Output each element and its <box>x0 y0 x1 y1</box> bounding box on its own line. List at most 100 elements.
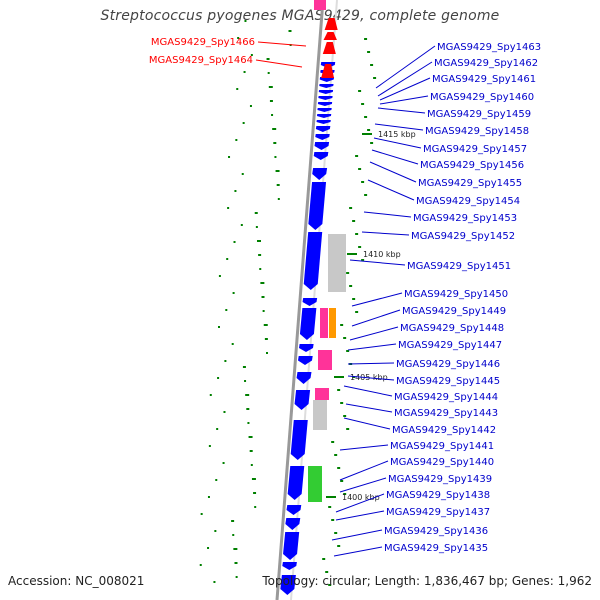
gc-dash-outer-584 <box>328 584 332 586</box>
gene-label-right-8: MGAS9429_Spy1456 <box>420 160 524 171</box>
gc-dash-outer-129 <box>367 129 371 131</box>
leader-line-right-1 <box>375 45 436 89</box>
reverse-gene-18 <box>302 298 318 306</box>
leader-line-right-19 <box>347 375 395 381</box>
forward-gene-1 <box>324 18 338 30</box>
leader-line-right-26 <box>335 493 385 513</box>
gc-dash-outer-545 <box>337 545 341 547</box>
gene-label-right-23: MGAS9429_Spy1441 <box>390 441 494 452</box>
gc-dot-496 <box>207 496 210 498</box>
accession-text: Accession: NC_008021 <box>8 574 145 588</box>
leader-line-right-22 <box>343 417 391 430</box>
gc-dash-outer-77 <box>373 77 377 79</box>
gc-dash-inner-32 <box>250 464 253 466</box>
gc-dot-309 <box>225 309 228 311</box>
leader-line-right-16 <box>349 326 399 341</box>
gene-label-right-16: MGAS9429_Spy1448 <box>400 323 504 334</box>
gc-dot-258 <box>226 258 229 260</box>
gc-dash-inner-21 <box>262 310 265 312</box>
leader-line-right-5 <box>377 107 426 114</box>
gc-dot-530 <box>214 530 217 532</box>
gene-label-right-9: MGAS9429_Spy1455 <box>418 178 522 189</box>
reverse-gene-4 <box>319 84 334 88</box>
scale-tick-label-1: 1415 kbp <box>378 130 416 139</box>
gc-dot-394 <box>209 394 212 396</box>
gc-dash-inner-34 <box>253 492 257 494</box>
gc-dash-inner-19 <box>260 282 265 284</box>
gc-dash-outer-233 <box>355 233 359 235</box>
leader-line-right-20 <box>343 385 393 397</box>
scale-tick-label-4: 1400 kbp <box>342 493 380 502</box>
gene-label-left-1: MGAS9429_Spy1466 <box>151 37 255 48</box>
gc-dash-outer-311 <box>355 311 359 313</box>
gc-dash-outer-337 <box>343 337 347 339</box>
gc-dot-190 <box>234 190 237 192</box>
gene-label-right-15: MGAS9429_Spy1449 <box>402 306 506 317</box>
gc-dot-275 <box>218 275 221 277</box>
gc-dash-inner-5 <box>268 86 273 88</box>
leader-line-right-9 <box>369 161 417 183</box>
gc-dash-outer-376 <box>352 376 356 378</box>
gc-dash-outer-350 <box>346 350 350 352</box>
gc-dot-20 <box>244 20 247 22</box>
gc-dash-outer-428 <box>346 428 350 430</box>
gc-dash-outer-51 <box>367 51 371 53</box>
gc-dash-outer-194 <box>364 194 368 196</box>
reverse-gene-16 <box>308 182 327 230</box>
leader-line-right-4 <box>379 95 429 105</box>
gc-dot-343 <box>231 343 234 345</box>
gc-dot-224 <box>240 224 243 226</box>
gene-label-right-11: MGAS9429_Spy1453 <box>413 213 517 224</box>
leader-line-right-29 <box>333 546 383 557</box>
genome-stats-text: Topology: circular; Length: 1,836,467 bp… <box>262 574 592 588</box>
gc-dot-547 <box>207 547 210 549</box>
gc-dot-54 <box>250 54 253 56</box>
rna-feature-1 <box>328 234 346 292</box>
gc-dash-outer-441 <box>331 441 335 443</box>
gc-dash-inner-36 <box>231 520 235 522</box>
green-feature-1 <box>308 466 322 502</box>
gc-dot-564 <box>199 564 202 566</box>
gc-dash-outer-103 <box>361 103 365 105</box>
gc-dash-outer-246 <box>358 246 362 248</box>
gc-dot-292 <box>232 292 235 294</box>
gc-dot-326 <box>217 326 220 328</box>
reverse-gene-28 <box>283 532 300 560</box>
feature-track <box>280 0 346 595</box>
gc-dash-inner-39 <box>234 562 238 564</box>
gene-label-right-18: MGAS9429_Spy1446 <box>396 359 500 370</box>
reverse-gene-14 <box>313 152 329 160</box>
gene-label-right-3: MGAS9429_Spy1461 <box>432 74 536 85</box>
leader-line-right-7 <box>373 137 422 149</box>
gc-dot-37 <box>237 37 240 39</box>
gc-dash-inner-40 <box>235 576 238 578</box>
gc-dot-156 <box>228 156 231 158</box>
reverse-gene-23 <box>294 390 311 410</box>
gc-dash-outer-506 <box>328 506 332 508</box>
gc-dash-outer-90 <box>358 90 362 92</box>
reverse-gene-17 <box>303 232 323 290</box>
gc-dash-inner-1 <box>288 30 292 32</box>
leader-line-right-11 <box>363 211 412 218</box>
leader-line-right-14 <box>351 292 403 307</box>
gc-dash-inner-30 <box>248 436 253 438</box>
gc-dash-outer-519 <box>331 519 335 521</box>
gc-dash-outer-324 <box>340 324 344 326</box>
gc-dot-411 <box>223 411 226 413</box>
gc-dash-inner-18 <box>259 268 262 270</box>
gc-dash-inner-33 <box>251 478 256 480</box>
reverse-gene-20 <box>299 344 314 352</box>
gene-label-right-19: MGAS9429_Spy1445 <box>396 376 500 387</box>
gc-dash-inner-31 <box>249 450 253 452</box>
reverse-gene-30 <box>280 575 296 595</box>
gene-label-right-4: MGAS9429_Spy1460 <box>430 92 534 103</box>
leader-line-right-23 <box>339 444 389 451</box>
gc-dash-inner-25 <box>242 366 246 368</box>
gc-dash-outer-181 <box>361 181 365 183</box>
gc-dash-inner-15 <box>255 226 258 228</box>
gc-dot-88 <box>236 88 239 90</box>
gc-dash-inner-20 <box>261 296 265 298</box>
gc-dot-122 <box>242 122 245 124</box>
leader-line-right-12 <box>361 231 410 236</box>
pink-feature-1 <box>320 308 328 338</box>
